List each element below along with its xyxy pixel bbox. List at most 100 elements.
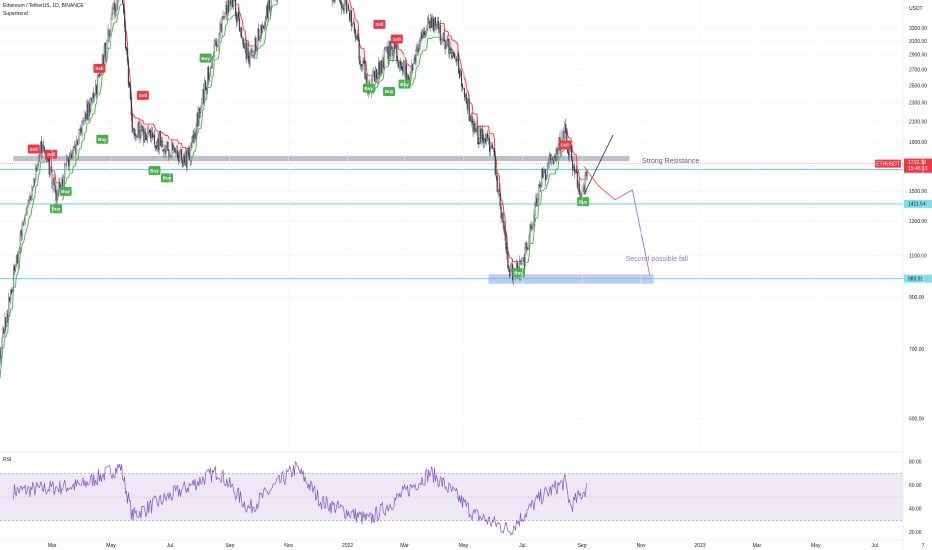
indicator-legend[interactable]: Supertrend [3,11,28,17]
supertrend-fill [385,48,387,68]
candle-body [184,151,186,165]
supertrend-line [123,0,125,9]
candle-body [2,327,4,338]
candle-body [13,265,16,271]
candle-body [69,153,72,155]
candle-body [383,49,385,67]
supertrend-line [502,204,505,213]
candle-body [395,46,397,48]
candle-body [40,142,42,154]
candle-body [385,47,387,50]
candle-body [235,0,237,16]
candle-body [7,315,9,318]
candle-body [504,230,506,236]
supertrend-line [450,35,453,41]
candle-body [500,207,502,219]
candle-body [54,185,56,192]
candle-body [552,161,554,164]
candle-body [449,49,451,54]
supertrend-line [379,80,381,83]
candle-body [417,48,419,53]
supertrend-line [112,22,115,28]
supertrend-line [554,168,557,175]
supertrend-line [154,126,156,129]
candle-body [37,164,39,171]
candle-body [25,212,27,216]
candle-body [574,169,576,172]
candle-body [398,61,400,68]
candle-body [523,258,525,266]
candle-body [348,11,351,21]
supertrend-line [190,155,193,165]
time-tick-label: Nov [637,543,646,549]
supertrend-line [271,5,274,7]
price-axis-unit: USDT [909,6,923,12]
supertrend-line [31,206,34,209]
supertrend-line [380,78,383,81]
candle-body [457,53,459,60]
candle-body [437,20,439,30]
candle-body [42,145,44,147]
candle-body [555,149,557,159]
candle-body [181,159,184,166]
candle-body [144,132,146,141]
signal-label: Buy [365,86,374,91]
candle-body [178,155,180,162]
candle-body [109,33,111,35]
buy-signal: Buy [96,134,109,144]
supertrend-fill [71,155,73,174]
candle-body [402,67,404,71]
buy-signal: Buy [49,204,62,214]
candle-body [19,232,21,249]
candle-body [98,73,100,77]
candle-body [168,149,170,157]
candle-body [245,41,247,59]
candle-body [373,71,375,74]
candle-body [404,64,407,78]
time-tick-label: May [459,543,469,549]
signal-label: Sell [561,143,569,148]
candle-body [553,157,555,163]
supertrend-line [397,43,400,50]
candle-body [134,133,136,137]
candle-body [481,130,483,141]
supertrend-line [547,174,550,183]
rsi-tick-label: 60.00 [909,483,922,489]
candle-body [117,0,119,4]
candle-body [192,135,194,143]
supertrend-line [400,49,403,52]
candle-body [67,158,70,166]
candle-body [24,214,26,222]
candle-body [430,19,432,28]
projection-red [583,166,616,201]
candle-body [534,203,536,217]
candle-body [577,183,579,190]
candle-body [12,267,15,291]
candle-body [461,84,464,88]
candle-body [83,120,85,122]
candle-body [539,185,541,187]
time-tick-label: Jul [872,543,878,549]
candle-body [575,169,577,173]
candle-body [510,268,512,275]
candle-body [10,289,12,302]
signal-label: Buy [163,176,172,181]
candle-body [526,247,528,250]
candle-body [185,152,187,167]
candle-body [392,49,394,57]
supertrend-line [77,148,80,160]
buy-signal: Buy [577,197,590,207]
supertrend-line [447,31,450,36]
supertrend-line [230,16,233,20]
candle-body [486,134,488,141]
candle-body [441,38,443,40]
level-tag-label: 983.91 [908,276,924,282]
candle-body [431,17,434,27]
candle-body [63,176,65,188]
candle-body [340,2,342,5]
candle-body [230,0,232,4]
supertrend-line [71,165,74,173]
candle-body [394,43,396,49]
candle-body [31,188,33,200]
